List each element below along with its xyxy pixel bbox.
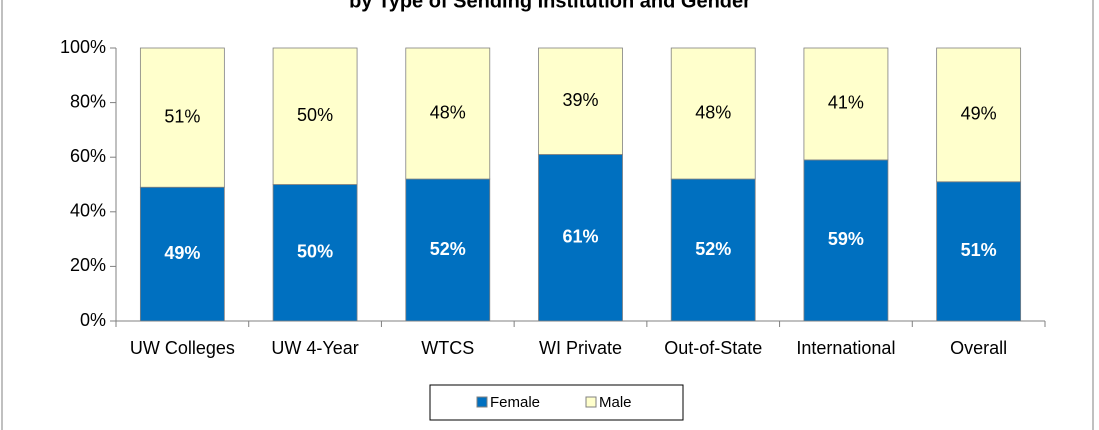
x-tick-label: International <box>796 338 895 358</box>
y-tick-label: 100% <box>60 37 106 57</box>
bar-segment <box>405 47 491 180</box>
bar-segment <box>139 47 225 188</box>
y-tick-label: 40% <box>70 201 106 221</box>
bar-segment <box>936 181 1022 322</box>
x-tick-label: Overall <box>950 338 1007 358</box>
data-label: 49% <box>164 243 200 263</box>
y-tick-label: 0% <box>80 310 106 330</box>
legend-label: Female <box>490 394 540 411</box>
data-label: 48% <box>695 102 731 122</box>
bar-segment <box>538 154 623 322</box>
data-label: 51% <box>164 106 200 126</box>
data-label: 50% <box>297 105 333 125</box>
legend-swatch <box>476 396 488 408</box>
bar-segment <box>936 47 1022 183</box>
data-label: 61% <box>562 226 598 246</box>
data-label: 48% <box>430 102 466 122</box>
bar-segment <box>803 47 889 161</box>
x-tick-label: Out-of-State <box>664 338 762 358</box>
y-tick-label: 20% <box>70 255 106 275</box>
bar-segment <box>803 159 889 322</box>
y-tick-label: 80% <box>70 91 106 111</box>
data-label: 49% <box>961 104 997 124</box>
data-label: 50% <box>297 242 333 262</box>
data-label: 52% <box>430 239 466 259</box>
data-label: 52% <box>695 239 731 259</box>
bar-segment <box>538 47 623 155</box>
data-label: 41% <box>828 93 864 113</box>
x-tick-label: UW 4-Year <box>271 338 358 358</box>
x-tick-label: UW Colleges <box>130 338 235 358</box>
x-tick-label: WI Private <box>539 338 622 358</box>
legend-swatch <box>585 396 597 408</box>
chart-title: by Type of Sending Institution and Gende… <box>349 0 751 12</box>
x-tick-label: WTCS <box>421 338 474 358</box>
bar-segment <box>272 184 358 322</box>
data-label: 59% <box>828 229 864 249</box>
legend-label: Male <box>599 394 632 411</box>
bar-segment <box>670 178 756 322</box>
data-label: 51% <box>961 240 997 260</box>
bar-segment <box>139 186 225 322</box>
legend-box <box>429 384 684 421</box>
bar-segment <box>272 47 358 185</box>
bar-segment <box>670 47 756 180</box>
y-tick-label: 60% <box>70 146 106 166</box>
data-label: 39% <box>562 90 598 110</box>
